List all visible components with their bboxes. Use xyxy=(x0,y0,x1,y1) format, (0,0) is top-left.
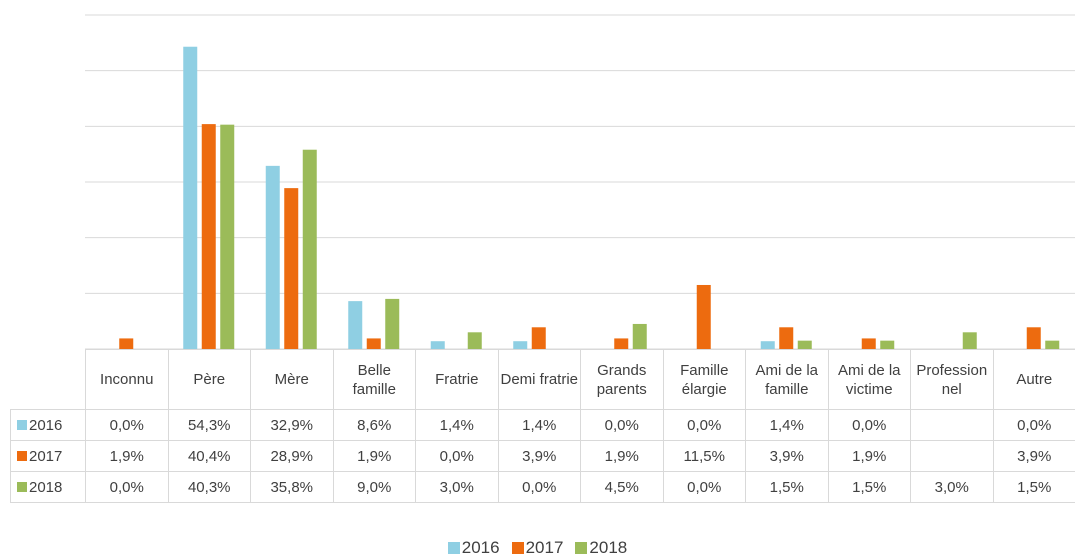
category-label: Fratrie xyxy=(415,349,499,410)
bar xyxy=(513,341,528,349)
table-cell: 3,9% xyxy=(992,440,1075,472)
table-row-header: 2018 xyxy=(10,471,86,503)
bar xyxy=(119,338,134,349)
table-series-name: 2018 xyxy=(29,478,63,496)
table-cell: 1,4% xyxy=(745,409,829,441)
table-cell: 11,5% xyxy=(662,440,746,472)
legend-item: 2016 xyxy=(447,538,500,558)
bar xyxy=(348,301,363,349)
bar xyxy=(1026,327,1041,349)
category-label: Famille élargie xyxy=(662,349,746,410)
table-cell: 35,8% xyxy=(250,471,334,503)
category-label: Grands parents xyxy=(580,349,664,410)
table-row-header: 2016 xyxy=(10,409,86,441)
bar xyxy=(183,46,198,349)
table-cell: 28,9% xyxy=(250,440,334,472)
category-label: Autre xyxy=(992,349,1075,410)
legend: 2016 2017 2018 xyxy=(0,538,1075,558)
table-cell: 0,0% xyxy=(827,409,911,441)
bar xyxy=(430,341,445,349)
category-label: Mère xyxy=(250,349,334,410)
category-label: Ami de la victime xyxy=(827,349,911,410)
table-cell xyxy=(910,409,994,441)
legend-label: 2017 xyxy=(525,538,564,557)
category-label: Professionnel xyxy=(910,349,994,410)
legend-label: 2018 xyxy=(589,538,628,557)
table-cell: 1,9% xyxy=(85,440,169,472)
table-cell: 3,9% xyxy=(745,440,829,472)
table-swatch xyxy=(17,420,27,430)
bar xyxy=(614,338,629,349)
table-cell: 0,0% xyxy=(992,409,1075,441)
table-swatch xyxy=(17,482,27,492)
bar xyxy=(265,165,280,349)
bar xyxy=(880,340,895,349)
table-cell: 1,9% xyxy=(827,440,911,472)
table-cell: 0,0% xyxy=(662,471,746,503)
table-cell: 9,0% xyxy=(332,471,416,503)
table-cell: 40,3% xyxy=(167,471,251,503)
bar xyxy=(531,327,546,349)
legend-label: 2016 xyxy=(461,538,500,557)
legend-swatch xyxy=(511,542,524,554)
table-cell: 3,9% xyxy=(497,440,581,472)
category-label: Inconnu xyxy=(85,349,169,410)
table-cell: 0,0% xyxy=(85,471,169,503)
bar xyxy=(962,332,977,349)
category-label: Ami de la famille xyxy=(745,349,829,410)
table-cell: 1,9% xyxy=(580,440,664,472)
table-cell: 4,5% xyxy=(580,471,664,503)
table-cell xyxy=(910,440,994,472)
bar xyxy=(861,338,876,349)
bar xyxy=(366,338,381,349)
table-cell: 54,3% xyxy=(167,409,251,441)
table-cell: 1,9% xyxy=(332,440,416,472)
bar xyxy=(779,327,794,349)
legend-swatch xyxy=(575,542,588,554)
table-cell: 3,0% xyxy=(910,471,994,503)
bar xyxy=(302,149,317,349)
table-series-name: 2016 xyxy=(29,416,63,434)
table-swatch xyxy=(17,451,27,461)
table-cell: 0,0% xyxy=(497,471,581,503)
legend-swatch xyxy=(447,542,460,554)
table-cell: 1,5% xyxy=(827,471,911,503)
category-label: Demi fratrie xyxy=(497,349,581,410)
legend-item: 2017 xyxy=(511,538,564,558)
table-cell: 1,4% xyxy=(415,409,499,441)
bar xyxy=(632,323,647,349)
table-row-header: 2017 xyxy=(10,440,86,472)
bar xyxy=(220,124,235,349)
table-cell: 0,0% xyxy=(580,409,664,441)
table-series-name: 2017 xyxy=(29,447,63,465)
table-cell: 3,0% xyxy=(415,471,499,503)
legend-item: 2018 xyxy=(575,538,627,558)
bar xyxy=(201,124,216,350)
bar xyxy=(696,284,711,349)
bar xyxy=(797,340,812,349)
bar xyxy=(385,298,400,349)
bar xyxy=(1045,340,1060,349)
table-cell: 1,4% xyxy=(497,409,581,441)
bar xyxy=(760,341,775,349)
category-label: Belle famille xyxy=(332,349,416,410)
table-cell: 0,0% xyxy=(415,440,499,472)
table-cell: 1,5% xyxy=(992,471,1075,503)
bar xyxy=(284,188,299,349)
table-cell: 40,4% xyxy=(167,440,251,472)
table-cell: 32,9% xyxy=(250,409,334,441)
table-cell: 1,5% xyxy=(745,471,829,503)
table-cell: 0,0% xyxy=(85,409,169,441)
table-cell: 8,6% xyxy=(332,409,416,441)
bar xyxy=(467,332,482,349)
table-cell: 0,0% xyxy=(662,409,746,441)
category-label: Père xyxy=(167,349,251,410)
